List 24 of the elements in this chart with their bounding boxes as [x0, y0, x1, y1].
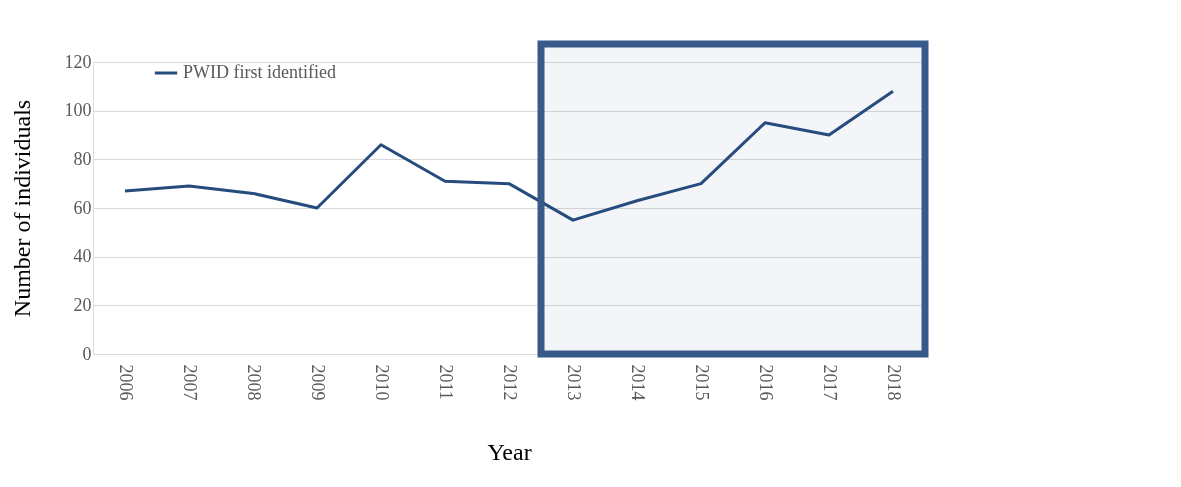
y-tick-label: 120 — [64, 51, 92, 72]
x-tick-label: 2011 — [436, 364, 456, 400]
y-tick-label: 0 — [82, 343, 92, 364]
y-tick-label: 100 — [64, 100, 92, 121]
y-tick-label: 80 — [73, 148, 92, 169]
x-tick-label: 2018 — [884, 364, 904, 401]
x-tick-label: 2016 — [756, 364, 776, 401]
y-tick-label: 60 — [73, 197, 92, 218]
line-series — [123, 89, 895, 222]
y-tick-label: 40 — [73, 246, 92, 267]
x-tick-label: 2012 — [500, 364, 520, 401]
x-tick-label: 2014 — [628, 364, 648, 401]
x-tick-label: 2010 — [372, 364, 392, 401]
legend-label: PWID first identified — [183, 62, 336, 82]
y-tick-label: 20 — [73, 294, 92, 315]
x-tick-label: 2006 — [116, 364, 136, 401]
x-tick-label: 2017 — [820, 364, 840, 401]
x-tick-label: 2013 — [564, 364, 584, 401]
y-axis-title: Number of individuals — [8, 99, 35, 318]
x-tick-label: 2008 — [244, 364, 264, 401]
x-tick-label: 2009 — [308, 364, 328, 401]
x-tick-label: 2007 — [180, 364, 200, 401]
x-axis-title: Year — [487, 438, 532, 465]
x-tick-label: 2015 — [692, 364, 712, 401]
